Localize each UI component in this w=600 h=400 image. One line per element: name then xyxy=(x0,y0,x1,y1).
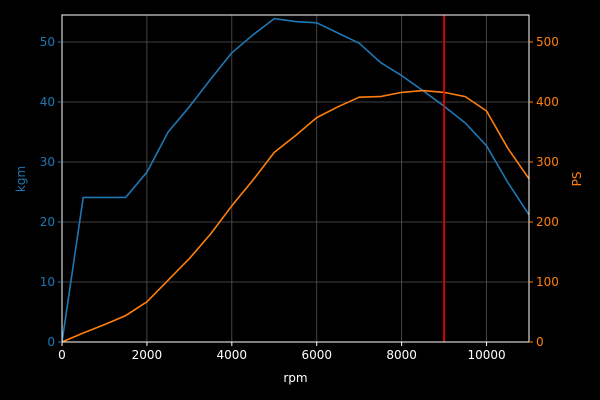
right-tick-label: 300 xyxy=(536,155,559,169)
right-tick-label: 200 xyxy=(536,215,559,229)
axes-frame xyxy=(61,14,530,343)
left-tick-label: 20 xyxy=(40,215,55,229)
left-axis-label: kgm xyxy=(14,166,28,192)
left-tick-label: 10 xyxy=(40,275,55,289)
left-tick-label: 50 xyxy=(40,35,55,49)
data-series xyxy=(61,15,530,343)
x-axis-label: rpm xyxy=(283,371,307,385)
torque-line xyxy=(61,17,530,343)
grid-lines xyxy=(61,15,529,343)
right-tick-label: 0 xyxy=(536,335,544,349)
x-tick-label: 2000 xyxy=(132,348,163,362)
right-tick-label: 400 xyxy=(536,95,559,109)
plot-frame xyxy=(61,14,530,343)
x-tick-label: 4000 xyxy=(217,348,248,362)
right-tick-label: 100 xyxy=(536,275,559,289)
x-tick-label: 8000 xyxy=(386,348,417,362)
x-tick-label: 10000 xyxy=(467,348,505,362)
x-tick-label: 0 xyxy=(58,348,66,362)
right-tick-label: 500 xyxy=(536,35,559,49)
x-tick-label: 6000 xyxy=(301,348,332,362)
left-tick-label: 40 xyxy=(40,95,55,109)
right-axis-label: PS xyxy=(570,172,584,187)
right-axis-ticks: 0 100 200 300 400 500 xyxy=(529,35,559,349)
x-axis-ticks: 0 2000 4000 6000 8000 10000 xyxy=(58,342,506,362)
left-tick-label: 0 xyxy=(47,335,55,349)
power-line xyxy=(61,89,530,343)
left-axis-ticks: 0 10 20 30 40 50 xyxy=(40,35,62,349)
left-tick-label: 30 xyxy=(40,155,55,169)
